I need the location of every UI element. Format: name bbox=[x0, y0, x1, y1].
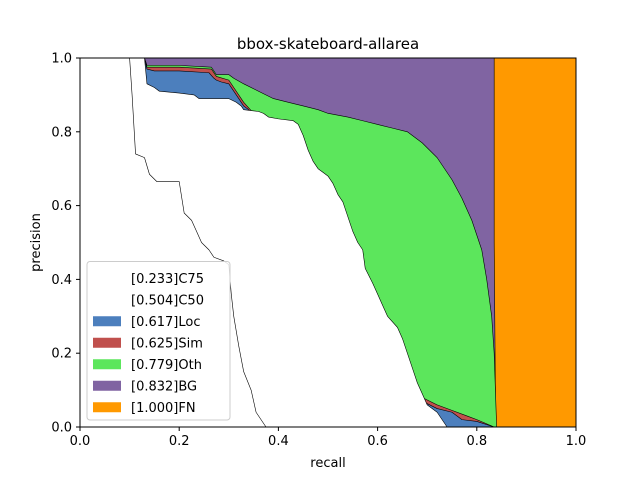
legend-swatch bbox=[93, 316, 121, 327]
y-axis-title: precision bbox=[29, 213, 44, 272]
legend-swatch bbox=[93, 294, 121, 305]
chart-title: bbox-skateboard-allarea bbox=[237, 35, 419, 53]
y-tick-label: 0.4 bbox=[51, 273, 72, 288]
legend-swatch bbox=[93, 337, 121, 348]
legend-swatch bbox=[93, 380, 121, 391]
x-axis-ticks: 0.0 0.2 0.4 0.6 0.8 1.0 bbox=[70, 427, 587, 449]
x-tick-label: 0.2 bbox=[169, 434, 190, 449]
legend-swatch bbox=[93, 359, 121, 370]
legend-label: [0.617]Loc bbox=[131, 315, 200, 330]
legend: [0.233]C75 [0.504]C50 [0.617]Loc [0.625]Sim… bbox=[86, 261, 231, 421]
legend-items: [0.233]C75 [0.504]C50 [0.617]Loc [0.625]Sim… bbox=[93, 272, 204, 416]
legend-label: [0.504]C50 bbox=[131, 293, 204, 308]
legend-label: [0.233]C75 bbox=[131, 272, 204, 287]
x-tick-label: 0.6 bbox=[367, 434, 388, 449]
legend-label: [1.000]FN bbox=[131, 401, 196, 416]
y-axis-ticks: 0.0 0.2 0.4 0.6 0.8 1.0 bbox=[51, 52, 80, 436]
x-axis-title: recall bbox=[310, 456, 345, 471]
x-tick-label: 0.0 bbox=[70, 434, 91, 449]
y-tick-label: 0.0 bbox=[51, 421, 72, 436]
legend-label: [0.625]Sim bbox=[131, 336, 203, 351]
y-tick-label: 0.6 bbox=[51, 199, 72, 214]
x-tick-label: 0.8 bbox=[466, 434, 487, 449]
y-tick-label: 0.8 bbox=[51, 125, 72, 140]
y-tick-label: 0.2 bbox=[51, 347, 72, 362]
y-tick-label: 1.0 bbox=[51, 52, 72, 67]
axes-frame bbox=[79, 57, 577, 428]
legend-box bbox=[86, 261, 231, 421]
legend-swatch bbox=[93, 402, 121, 413]
legend-label: [0.832]BG bbox=[131, 379, 197, 394]
x-tick-label: 1.0 bbox=[566, 434, 587, 449]
legend-swatch bbox=[93, 273, 121, 284]
legend-label: [0.779]Oth bbox=[131, 358, 202, 373]
x-tick-label: 0.4 bbox=[268, 434, 289, 449]
